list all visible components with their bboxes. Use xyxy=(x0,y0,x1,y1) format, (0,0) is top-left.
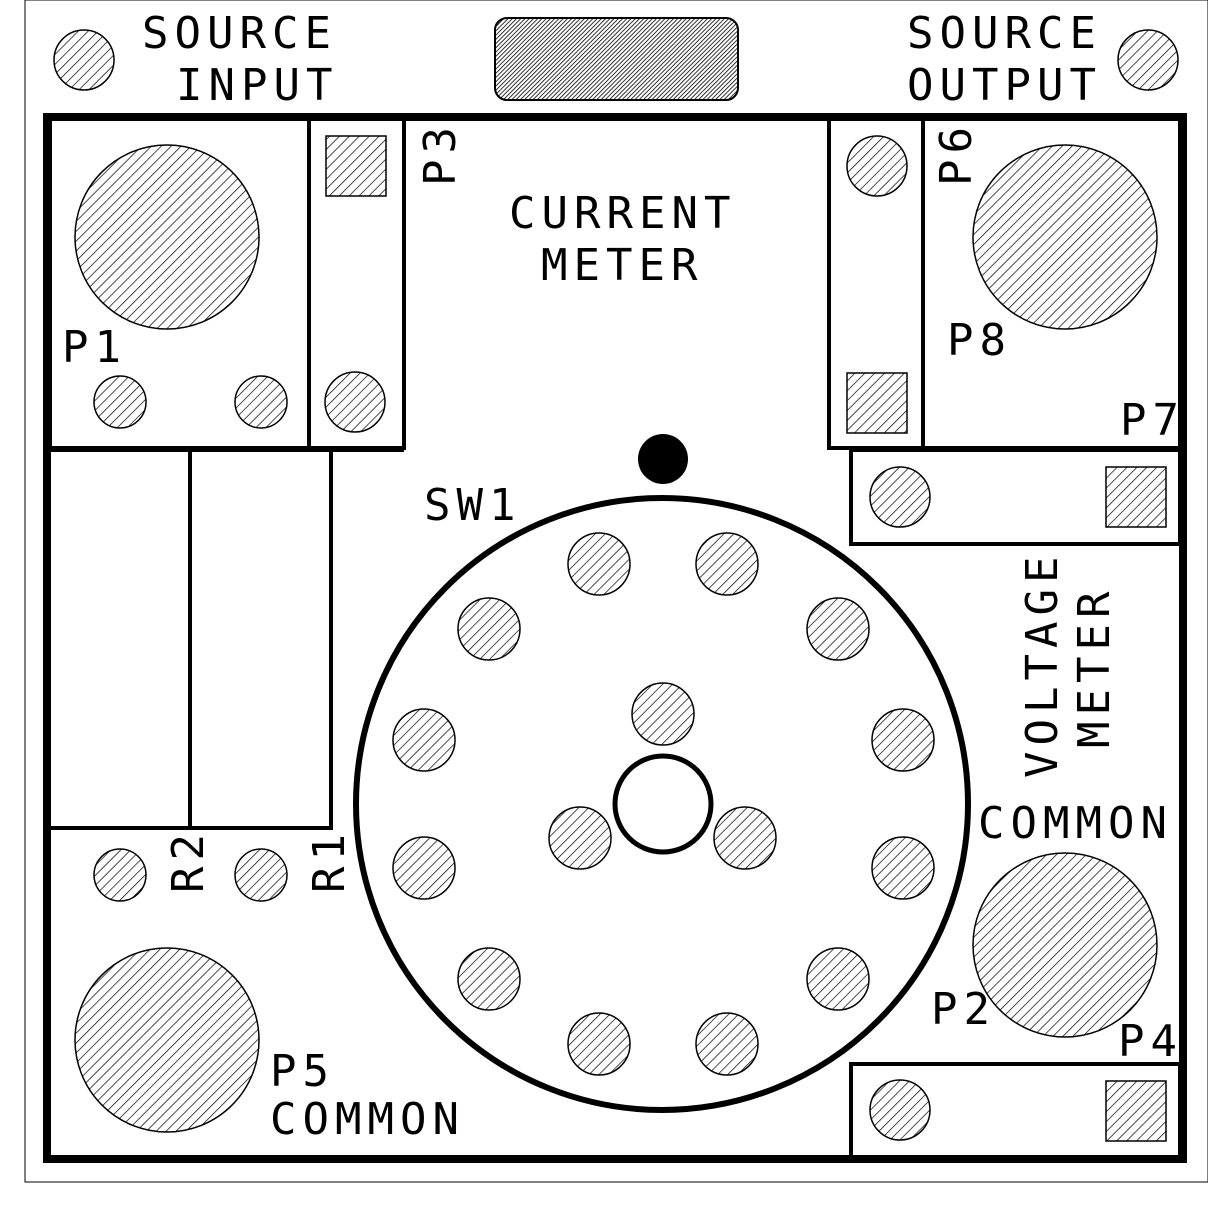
mounting-hole-top-left xyxy=(53,29,115,91)
voltage-meter-label-line1: VOLTAGE xyxy=(1017,551,1068,778)
source-input-label-line1: SOURCE xyxy=(142,8,337,59)
sw1-indicator-dot xyxy=(638,434,688,484)
r2-pad xyxy=(93,848,147,902)
sw1-pad xyxy=(567,532,631,596)
sw1-center-shaft xyxy=(612,753,714,855)
p2-large-pad xyxy=(972,852,1158,1038)
sw1-label: SW1 xyxy=(424,480,521,531)
common-right-label: COMMON xyxy=(978,798,1173,849)
sw1-pad xyxy=(871,708,935,772)
p6-label: P6 xyxy=(931,121,982,186)
p4-label: P4 xyxy=(1118,1016,1183,1067)
main-frame xyxy=(43,113,1187,1163)
p2-label: P2 xyxy=(931,984,996,1035)
top-slot xyxy=(494,17,739,101)
sw1-pad xyxy=(457,947,521,1011)
p8-label: P8 xyxy=(947,315,1012,366)
p4-square-pad xyxy=(1105,1080,1167,1142)
sw1-pad xyxy=(567,1012,631,1076)
current-meter-label-line2: METER xyxy=(541,240,703,291)
p7-square-pad xyxy=(1105,466,1167,528)
p3-label: P3 xyxy=(415,121,466,186)
mounting-hole-top-right xyxy=(1117,29,1179,91)
p1-large-pad xyxy=(74,144,260,330)
sw1-pad xyxy=(806,947,870,1011)
sw1-pad xyxy=(457,597,521,661)
sw1-pads xyxy=(392,532,935,1076)
p6-square-pad xyxy=(846,372,908,434)
p7-box xyxy=(849,448,1182,546)
sw1-pad xyxy=(392,708,456,772)
p8-large-pad xyxy=(972,144,1158,330)
sw1-pad xyxy=(871,836,935,900)
r1-pad xyxy=(234,848,288,902)
sw1-pad xyxy=(392,836,456,900)
source-output-label-line2: OUTPUT xyxy=(907,60,1102,111)
sw1-pad xyxy=(806,597,870,661)
sw1-pad xyxy=(695,532,759,596)
p6-round-pad xyxy=(846,135,908,197)
sw1-inner-pad-top xyxy=(631,682,695,746)
p3-round-pad xyxy=(324,371,386,433)
current-meter-label-line1: CURRENT xyxy=(509,188,736,239)
p5-label: P5 xyxy=(270,1046,335,1097)
p4-box xyxy=(849,1062,1182,1160)
r2-label: R2 xyxy=(163,828,214,893)
p3-square-pad xyxy=(325,135,387,197)
p7-round-pad xyxy=(869,466,931,528)
p1-pad-left xyxy=(93,375,147,429)
r1-label: R1 xyxy=(304,828,355,893)
p7-label: P7 xyxy=(1120,395,1185,446)
voltage-meter-label-line2: METER xyxy=(1069,586,1120,748)
p4-round-pad xyxy=(869,1079,931,1141)
p1-label: P1 xyxy=(62,322,127,373)
source-input-label-line2: INPUT xyxy=(176,60,338,111)
sw1-pad xyxy=(695,1012,759,1076)
p5-common-label: COMMON xyxy=(270,1094,465,1145)
p1-pad-right xyxy=(234,375,288,429)
sw1-inner-pad-right xyxy=(713,806,777,870)
source-output-label-line1: SOURCE xyxy=(907,8,1102,59)
sw1-inner-pad-left xyxy=(548,806,612,870)
sw1-outline xyxy=(353,495,971,1113)
p5-large-pad xyxy=(74,947,260,1133)
